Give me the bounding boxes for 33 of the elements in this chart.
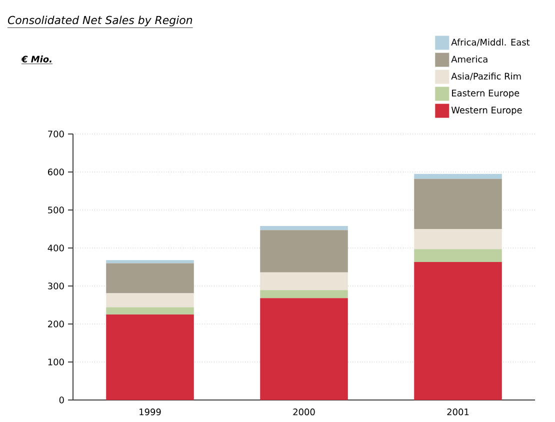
y-tick-label: 0 xyxy=(59,396,64,404)
bar xyxy=(414,262,502,400)
x-tick-label: 2000 xyxy=(293,408,315,416)
x-tick-label: 1999 xyxy=(140,408,161,416)
y-tick-label: 300 xyxy=(48,282,64,290)
legend-label: America xyxy=(451,56,488,63)
bar xyxy=(260,290,348,298)
legend-label: Africa/Middl. East xyxy=(451,38,530,46)
bar xyxy=(106,307,194,314)
legend-label: Eastern Europe xyxy=(452,90,520,98)
bar xyxy=(414,229,502,250)
bar xyxy=(106,260,194,264)
chart-subtitle: € Mio. xyxy=(21,56,52,62)
bar xyxy=(260,298,348,400)
bar xyxy=(106,293,194,308)
bar xyxy=(414,174,502,179)
y-tick-label: 700 xyxy=(48,130,64,138)
bar xyxy=(414,249,502,262)
y-tick-label: 500 xyxy=(48,206,64,214)
y-tick-label: 200 xyxy=(48,320,64,328)
legend-label: Western Europe xyxy=(451,106,522,116)
x-tick-label: 2001 xyxy=(447,408,469,416)
bar xyxy=(106,314,194,400)
bar xyxy=(414,178,502,229)
y-tick-label: 400 xyxy=(48,244,64,252)
legend-label: Asia/Pazific Rim xyxy=(451,72,521,80)
bar xyxy=(260,272,348,290)
y-tick-label: 600 xyxy=(48,168,64,176)
bar xyxy=(106,263,194,294)
y-tick-label: 100 xyxy=(48,358,64,366)
chart-title: Consolidated Net Sales by Region xyxy=(8,16,192,26)
bar xyxy=(260,230,348,272)
bar xyxy=(260,226,348,230)
